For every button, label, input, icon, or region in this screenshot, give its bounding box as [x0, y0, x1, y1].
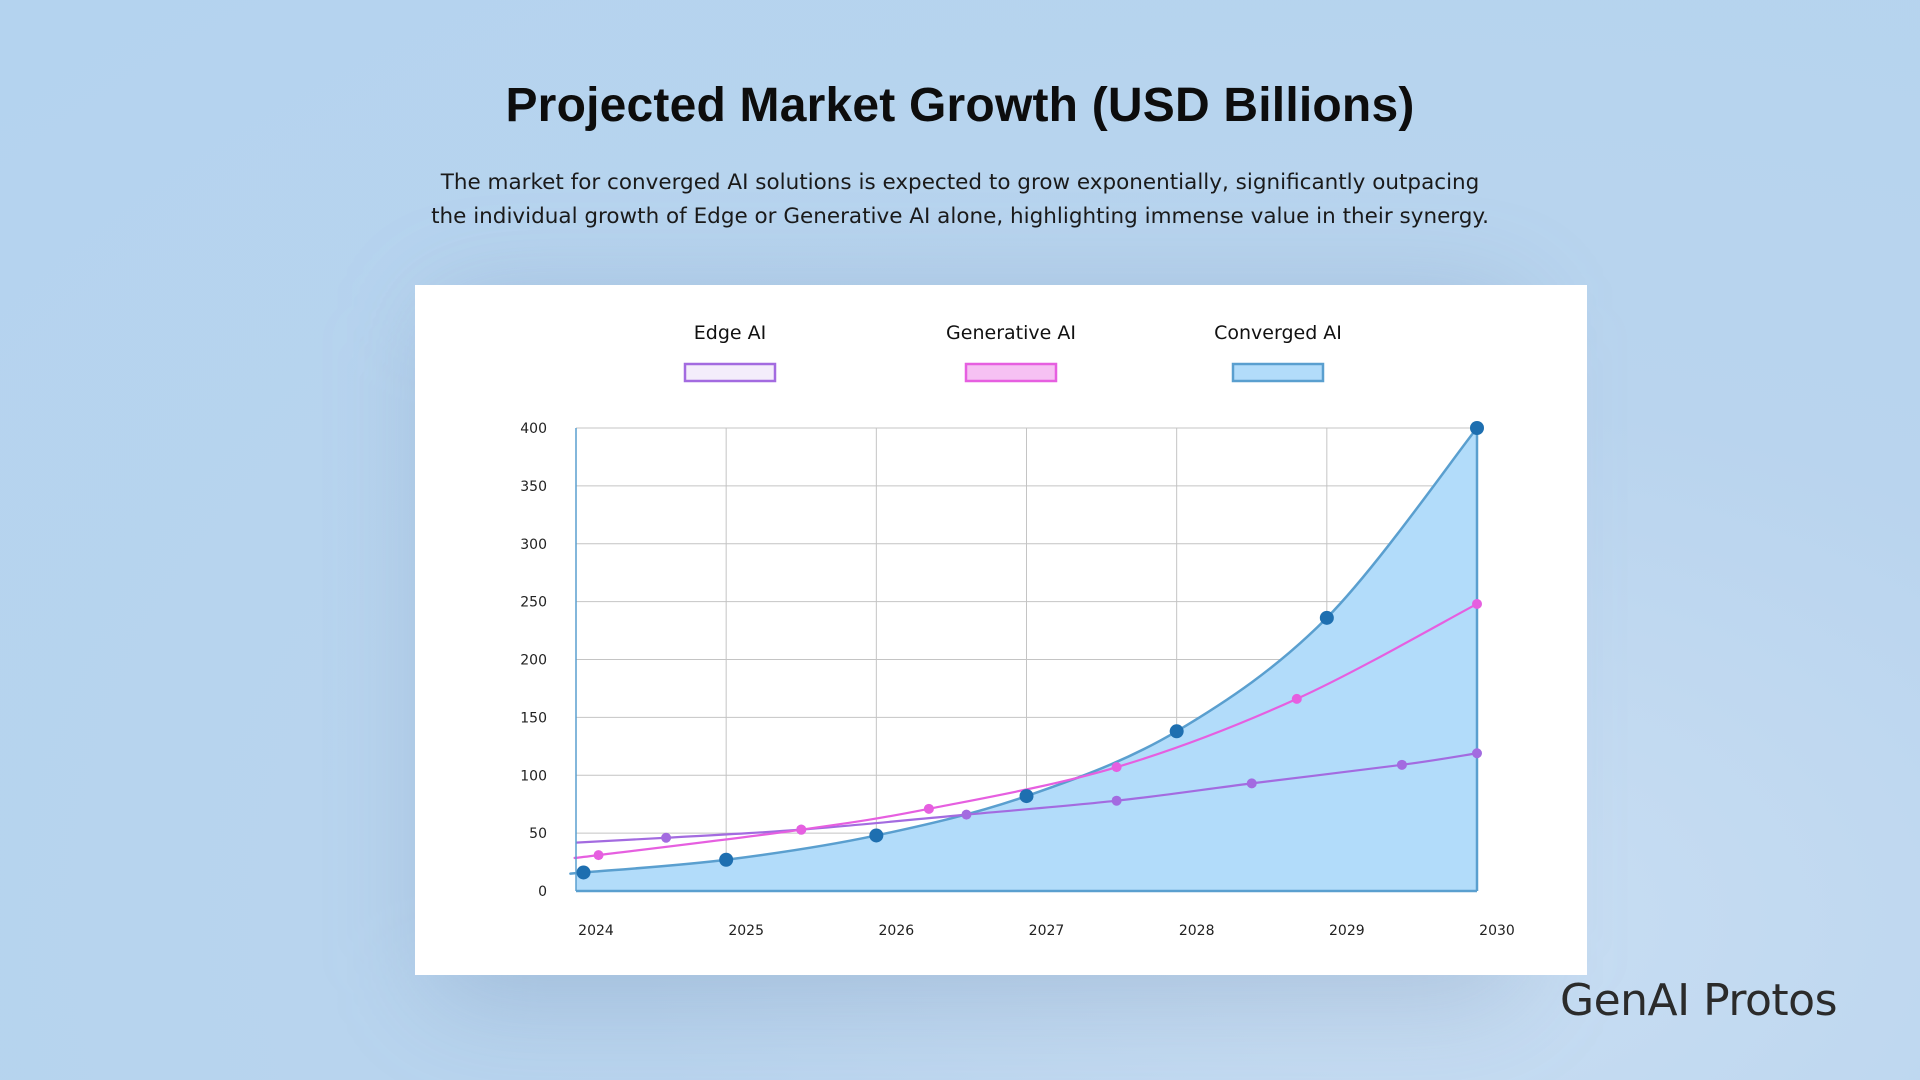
line-chart: 0 50 100 150 200 250 300 350 400 2024 2025 2026 2027… [520, 322, 1515, 939]
y-tick-label: 50 [529, 826, 547, 842]
edge-ai-legend-swatch [683, 362, 777, 383]
converged-ai-point [1169, 724, 1184, 739]
converged-ai-point [1019, 789, 1034, 804]
edge-ai-line [575, 752, 1478, 844]
converged-ai-point [869, 828, 884, 843]
edge-ai-point [1396, 759, 1407, 770]
edge-ai-point [661, 832, 672, 843]
generative-ai-legend-label: Generative AI [946, 322, 1076, 344]
converged-ai-point [1319, 610, 1334, 625]
generative-ai-point [1472, 598, 1482, 609]
generative-ai-point [593, 850, 604, 861]
y-tick-label: 250 [520, 595, 547, 611]
edge-ai-point [1246, 778, 1257, 789]
generative-ai-point [1291, 693, 1302, 704]
y-tick-label: 300 [520, 537, 547, 553]
edge-ai-point [961, 809, 972, 820]
y-tick-label: 350 [520, 479, 547, 495]
converged-ai-point [719, 852, 734, 867]
x-tick-label: 2025 [728, 923, 764, 939]
converged-ai-legend-swatch [1231, 362, 1325, 383]
edge-ai-point [1472, 748, 1482, 759]
converged-ai-area [570, 428, 1477, 891]
y-tick-label: 0 [538, 884, 547, 900]
x-tick-label: 2028 [1179, 923, 1215, 939]
edge-ai-point [1111, 795, 1122, 806]
y-tick-label: 100 [520, 768, 547, 784]
x-tick-label: 2024 [578, 923, 614, 939]
y-tick-label: 400 [520, 421, 547, 437]
subtitle-line: The market for converged AI solutions is… [440, 170, 1480, 195]
page-title: Projected Market Growth (USD Billions) [505, 79, 1415, 132]
generative-ai-point [796, 824, 807, 835]
x-tick-label: 2029 [1329, 923, 1365, 939]
generative-ai-legend-swatch [964, 362, 1058, 383]
y-tick-label: 150 [520, 710, 547, 726]
x-tick-label: 2026 [879, 923, 915, 939]
generative-ai-line [573, 602, 1478, 860]
chart-card: 0 50 100 150 200 250 300 350 400 2024 2025 2026 2027… [415, 285, 1587, 975]
y-tick-label: 200 [520, 653, 547, 669]
generative-ai-point [923, 803, 934, 814]
generative-ai-point [1111, 762, 1122, 773]
edge-ai-legend-label: Edge AI [694, 322, 766, 344]
page-subtitle: The market for converged AI solutions is… [430, 166, 1490, 234]
x-tick-label: 2030 [1479, 923, 1515, 939]
converged-ai-legend-label: Converged AI [1214, 322, 1342, 344]
x-tick-label: 2027 [1029, 923, 1065, 939]
converged-ai-point [1470, 421, 1484, 435]
subtitle-line: the individual growth of Edge or Generat… [431, 204, 1489, 229]
brand-logo: GenAI Protos [1560, 975, 1838, 1026]
converged-ai-point [576, 865, 591, 880]
